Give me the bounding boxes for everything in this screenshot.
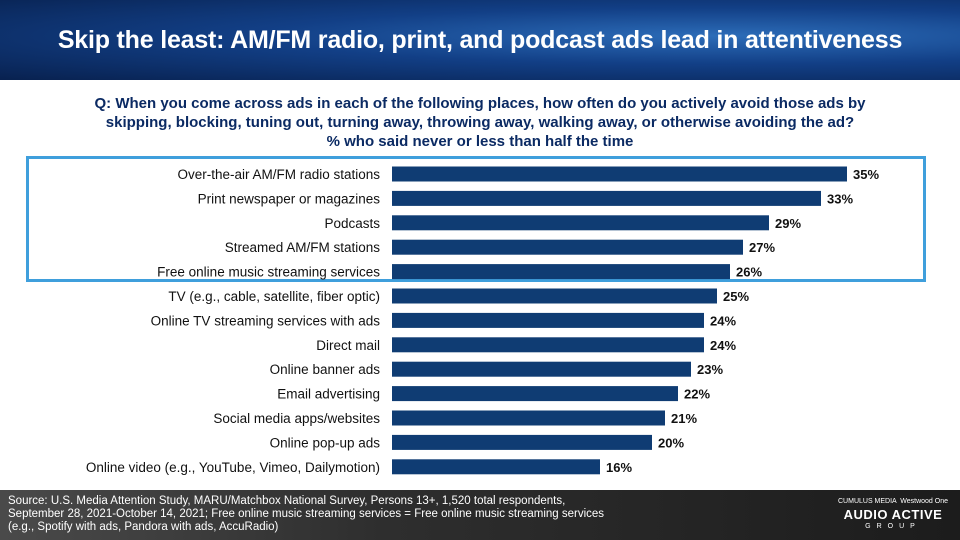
bar (392, 190, 821, 206)
title-banner: Skip the least: AM/FM radio, print, and … (0, 0, 960, 80)
category-label: Email advertising (277, 387, 380, 402)
value-label: 26% (736, 265, 762, 280)
category-label: Online pop-up ads (270, 435, 381, 450)
bar (392, 288, 717, 304)
brand-logo: CUMULUS MEDIA Westwood One AUDIO ACTIVE … (838, 498, 948, 530)
bar (392, 361, 691, 377)
value-label: 33% (827, 191, 853, 206)
brand-cumulus: CUMULUS MEDIA (838, 498, 897, 505)
category-label: TV (e.g., cable, satellite, fiber optic) (168, 289, 380, 304)
value-label: 20% (658, 435, 684, 450)
bar (392, 166, 847, 182)
category-label: Direct mail (316, 338, 380, 353)
value-label: 16% (606, 460, 632, 475)
source-note: Source: U.S. Media Attention Study, MARU… (8, 495, 708, 534)
category-label: Online TV streaming services with ads (151, 313, 381, 328)
brand-name: AUDIO ACTIVE (843, 507, 943, 522)
footer-bar: Source: U.S. Media Attention Study, MARU… (0, 490, 960, 540)
bar (392, 386, 678, 402)
source-line-2: September 28, 2021-October 14, 2021; Fre… (8, 508, 605, 520)
bar (392, 239, 743, 255)
value-label: 25% (723, 289, 749, 304)
category-label: Streamed AM/FM stations (225, 240, 381, 255)
survey-question: Q: When you come across ads in each of t… (20, 94, 940, 151)
question-line-3: % who said never or less than half the t… (326, 133, 634, 150)
bar (392, 459, 600, 475)
bar (392, 215, 769, 231)
source-line-1: Source: U.S. Media Attention Study, MARU… (8, 495, 566, 507)
category-label: Online video (e.g., YouTube, Vimeo, Dail… (86, 460, 380, 475)
category-label: Print newspaper or magazines (198, 191, 381, 206)
value-label: 35% (853, 167, 879, 182)
question-line-1: Q: When you come across ads in each of t… (94, 95, 866, 112)
category-label: Podcasts (324, 216, 380, 231)
value-label: 21% (671, 411, 697, 426)
value-label: 22% (684, 387, 710, 402)
bar-chart: Over-the-air AM/FM radio stations 35% Prin… (86, 166, 879, 475)
bar (392, 434, 652, 450)
value-label: 23% (697, 362, 723, 377)
category-label: Over-the-air AM/FM radio stations (177, 167, 380, 182)
bar (392, 337, 704, 353)
page-title: Skip the least: AM/FM radio, print, and … (57, 25, 903, 54)
value-label: 24% (710, 338, 736, 353)
bar (392, 312, 704, 328)
category-label: Free online music streaming services (157, 265, 380, 280)
bar (392, 410, 665, 426)
question-line-2: skipping, blocking, tuning out, turning … (105, 114, 855, 131)
brand-westwood: Westwood One (900, 498, 948, 505)
value-label: 27% (749, 240, 775, 255)
brand-group: GROUP (865, 523, 921, 530)
category-label: Online banner ads (270, 362, 381, 377)
category-label: Social media apps/websites (213, 411, 380, 426)
bar (392, 264, 730, 280)
value-label: 24% (710, 313, 736, 328)
source-line-3: (e.g., Spotify with ads, Pandora with ad… (8, 521, 279, 533)
top-five-highlight-box (26, 156, 926, 282)
value-label: 29% (775, 216, 801, 231)
